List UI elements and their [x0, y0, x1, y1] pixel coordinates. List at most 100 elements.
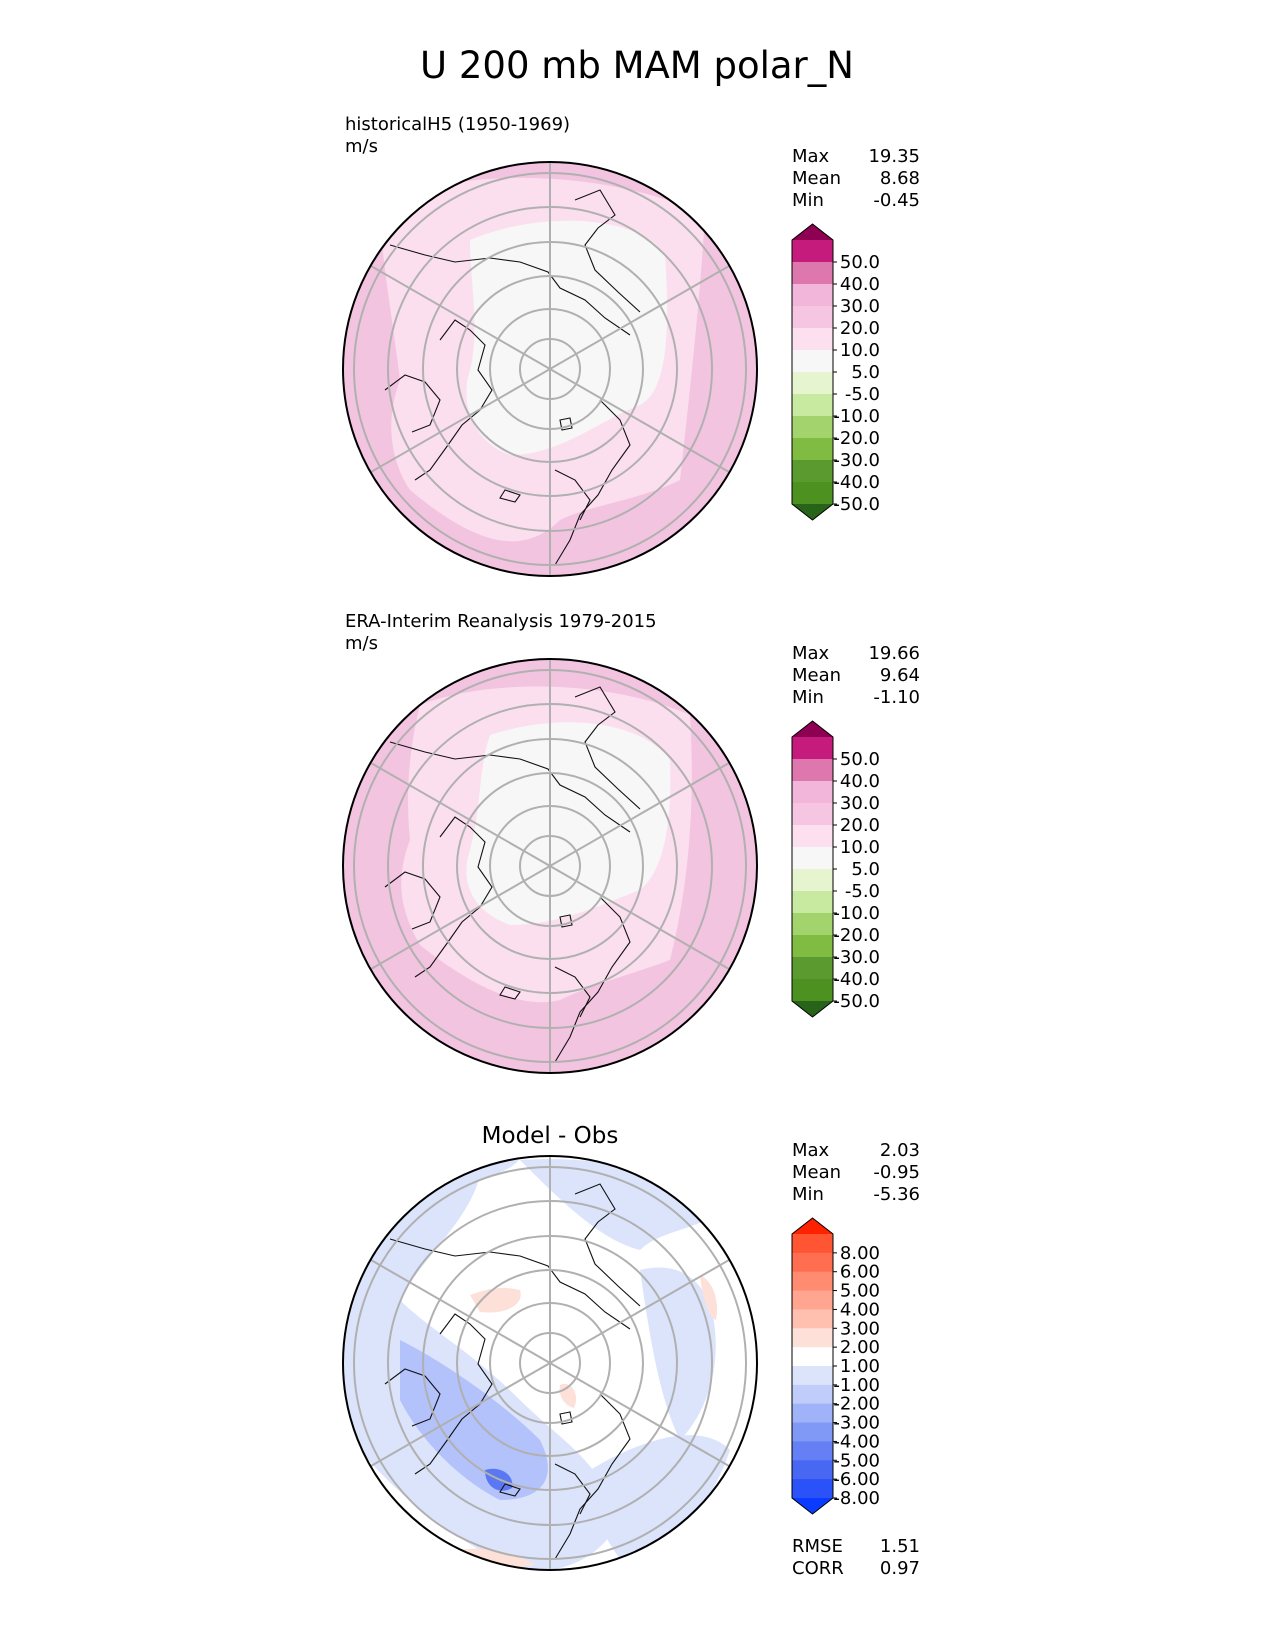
coastline: [384, 189, 641, 566]
contour-fill: [400, 1340, 548, 1500]
colorbar-tick-label: -30.0: [833, 450, 880, 471]
colorbar-tick-label: 50.0: [840, 252, 880, 273]
colorbar-extend-top: [792, 224, 833, 240]
graticule: [353, 1156, 747, 1570]
colorbar-cell: [792, 759, 833, 782]
panel-title: historicalH5 (1950-1969): [345, 114, 570, 135]
colorbar-tick-label: 10.0: [840, 837, 880, 858]
polar-map: [343, 659, 757, 1073]
colorbar-cell: [792, 869, 833, 892]
stat-value-min: -0.45: [873, 190, 920, 211]
colorbar-cell: [792, 935, 833, 958]
colorbar-tick-label: -50.0: [833, 494, 880, 515]
colorbar-tick-label: -5.00: [833, 1450, 880, 1471]
colorbar-tick-label: 3.00: [840, 1318, 880, 1339]
panel-diff: Model - Obs: [342, 1123, 920, 1579]
colorbar-tick-label: 2.00: [840, 1337, 880, 1358]
colorbar-cell: [792, 482, 833, 505]
stat-value-mean: 9.64: [880, 665, 920, 686]
colorbar-cell: [792, 847, 833, 870]
colorbar-cell: [792, 328, 833, 351]
map-border: [342, 161, 758, 577]
colorbar-tick-label: -4.00: [833, 1431, 880, 1452]
colorbar-cell: [792, 1366, 833, 1386]
stat-label-min: Min: [792, 687, 824, 708]
contour-fill: [640, 1267, 716, 1440]
panel-title: ERA-Interim Reanalysis 1979-2015: [345, 611, 657, 632]
colorbar-cell: [792, 781, 833, 804]
colorbar-cell: [792, 1309, 833, 1329]
colorbar-tick-label: 40.0: [840, 274, 880, 295]
colorbar-tick-label: 4.00: [840, 1299, 880, 1320]
colorbar-tick-label: -2.00: [833, 1394, 880, 1415]
stats-block: Max 19.66 Mean 9.64 Min -1.10: [792, 643, 920, 708]
stat-label-max: Max: [792, 643, 830, 664]
colorbar-cell: [792, 957, 833, 980]
colorbar-cell: [792, 306, 833, 329]
stat-label-mean: Mean: [792, 1162, 841, 1183]
colorbar-tick-label: 20.0: [840, 318, 880, 339]
colorbar-cell: [792, 284, 833, 307]
colorbar-tick-label: -8.00: [833, 1488, 880, 1509]
colorbar-tick-label: -20.0: [833, 428, 880, 449]
stat-value-mean: 8.68: [880, 168, 920, 189]
stat-label-min: Min: [792, 190, 824, 211]
stat-value-max: 19.35: [868, 146, 920, 167]
colorbar-cell: [792, 891, 833, 914]
panel-units: m/s: [345, 136, 378, 157]
colorbar-tick-label: -40.0: [833, 472, 880, 493]
colorbar-cell: [792, 737, 833, 760]
colorbar-extend-bottom: [792, 1001, 833, 1017]
colorbar-tick-label: 20.0: [840, 815, 880, 836]
colorbar: 50.040.030.020.010.05.0-5.0-10.0-20.0-30…: [791, 720, 880, 1018]
stat-value-mean: -0.95: [873, 1162, 920, 1183]
stats-block: Max 19.35 Mean 8.68 Min -0.45: [792, 146, 920, 211]
stat-value-min: -1.10: [873, 687, 920, 708]
colorbar-cell: [792, 1252, 833, 1273]
colorbar-extend-bottom: [792, 504, 833, 520]
polar-map: [343, 1156, 757, 1570]
stats-block: Max 2.03 Mean -0.95 Min -5.36: [792, 1140, 920, 1205]
colorbar-tick-label: -10.0: [833, 903, 880, 924]
colorbar-cell: [792, 1422, 833, 1443]
colorbar-tick-label: 50.0: [840, 749, 880, 770]
colorbar-tick-label: -3.00: [833, 1413, 880, 1434]
colorbar-cell: [792, 240, 833, 263]
colorbar-tick-label: 10.0: [840, 340, 880, 361]
colorbar-tick-label: 30.0: [840, 296, 880, 317]
colorbar-extend-top: [792, 1218, 833, 1234]
colorbar-cell: [792, 1384, 833, 1405]
colorbar-tick-label: 1.00: [840, 1356, 880, 1377]
colorbar-tick-label: -20.0: [833, 925, 880, 946]
colorbar-tick-label: 5.0: [851, 362, 880, 383]
colorbar-cell: [792, 438, 833, 461]
contour-fill: [466, 722, 671, 925]
stat-value-rmse: 1.51: [880, 1536, 920, 1557]
contour-fill: [466, 220, 668, 455]
colorbar-cell: [792, 1271, 833, 1292]
colorbar-cell: [792, 1460, 833, 1480]
colorbar-tick-label: -40.0: [833, 969, 880, 990]
colorbar-tick-label: 6.00: [840, 1262, 880, 1283]
colorbar-tick-label: -5.0: [845, 881, 880, 902]
colorbar-cell: [792, 394, 833, 417]
graticule: [353, 659, 747, 1073]
panel-units: m/s: [345, 633, 378, 654]
stat-label-max: Max: [792, 1140, 830, 1161]
stat-label-max: Max: [792, 146, 830, 167]
panel-center-title: Model - Obs: [482, 1123, 619, 1149]
colorbar-cell: [792, 913, 833, 936]
colorbar-cell: [792, 803, 833, 826]
colorbar-cell: [792, 372, 833, 395]
map-border: [342, 658, 758, 1074]
colorbar-cell: [792, 1347, 833, 1367]
stat-label-mean: Mean: [792, 665, 841, 686]
colorbar-cell: [792, 416, 833, 439]
stat-value-min: -5.36: [873, 1184, 920, 1205]
colorbar-tick-label: 40.0: [840, 771, 880, 792]
stat-label-corr: CORR: [792, 1558, 844, 1579]
panel-reference: ERA-Interim Reanalysis 1979-2015 m/s: [342, 611, 920, 1074]
colorbar-tick-label: -1.00: [833, 1375, 880, 1396]
colorbar-cell: [792, 1403, 833, 1424]
